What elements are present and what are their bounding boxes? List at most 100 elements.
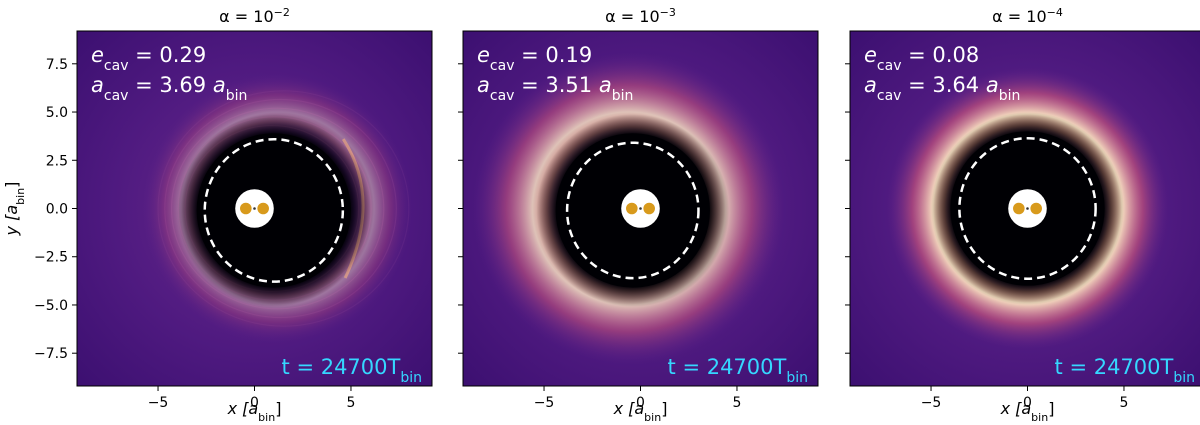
a-cav-value: = 3.64 <box>901 73 985 97</box>
a-cav-symbol: a <box>91 73 104 97</box>
x-bracket: ] <box>661 399 667 418</box>
cavity-fit-ellipse <box>203 137 345 283</box>
x-unit-sub: bin <box>644 411 661 422</box>
time-value: t = 24700T <box>282 355 401 379</box>
y-var: y [ <box>2 214 21 237</box>
a-cav-unit-sub: bin <box>612 88 634 104</box>
title-exponent: −4 <box>1047 6 1063 19</box>
star-primary <box>240 202 252 215</box>
star-secondary <box>1030 202 1042 215</box>
e-cav-sub: cav <box>490 58 515 74</box>
time-sub: bin <box>400 370 422 386</box>
title-exponent: −3 <box>660 6 676 19</box>
wave-ring <box>164 98 397 319</box>
a-cav-sub: cav <box>104 88 129 104</box>
a-cav-value: = 3.69 <box>128 73 212 97</box>
wave-ring <box>170 107 385 310</box>
x-bracket: ] <box>275 399 281 418</box>
a-cav-symbol: a <box>864 73 877 97</box>
x-tick-label: −5 <box>534 395 555 411</box>
x-tick-label: 0 <box>250 395 259 411</box>
plot-area <box>77 31 432 386</box>
y-unit: a <box>2 205 21 215</box>
y-tick-label: 7.5 <box>46 57 68 73</box>
e-cav-symbol: e <box>864 43 877 67</box>
plot-area <box>463 31 818 386</box>
e-cav-sub: cav <box>877 58 902 74</box>
panel-title: α = 10−4 <box>992 6 1063 27</box>
y-bracket: ] <box>2 182 21 188</box>
x-axis-label: x [abin] <box>1000 399 1055 421</box>
x-unit-sub: bin <box>258 411 275 422</box>
a-cav-annotation: acav = 3.64 abin <box>864 73 1020 104</box>
e-cav-sub: cav <box>104 58 129 74</box>
time-sub: bin <box>786 370 808 386</box>
x-tick-label: −5 <box>921 395 942 411</box>
center-of-mass <box>639 207 642 210</box>
a-cav-unit: a <box>213 73 226 97</box>
e-cav-annotation: ecav = 0.19 <box>477 43 592 74</box>
y-unit-sub: bin <box>14 188 27 205</box>
x-unit: a <box>1021 399 1031 418</box>
star-primary <box>1013 202 1025 215</box>
x-var: x [ <box>227 399 250 418</box>
x-unit: a <box>634 399 644 418</box>
cavity-fit-ellipse <box>565 141 700 280</box>
title-base: α = 10 <box>992 7 1046 26</box>
y-tick-label: 0.0 <box>46 202 68 218</box>
star-secondary <box>643 202 655 215</box>
y-tick-label: 2.5 <box>46 153 68 169</box>
e-cav-annotation: ecav = 0.08 <box>864 43 979 74</box>
panel-title: α = 10−3 <box>605 6 676 27</box>
a-cav-unit-sub: bin <box>999 88 1021 104</box>
x-var: x [ <box>613 399 636 418</box>
panel-title: α = 10−2 <box>219 6 290 27</box>
star-secondary <box>257 202 269 215</box>
a-cav-annotation: acav = 3.69 abin <box>91 73 247 104</box>
title-base: α = 10 <box>219 7 273 26</box>
time-annotation: t = 24700Tbin <box>668 355 808 386</box>
e-cav-value: = 0.29 <box>128 43 206 67</box>
x-tick-label: 5 <box>733 395 742 411</box>
x-unit: a <box>248 399 258 418</box>
wave-ring <box>157 90 410 327</box>
x-axis-label: x [abin] <box>613 399 668 421</box>
x-tick-label: −5 <box>148 395 169 411</box>
center-of-mass <box>1026 207 1029 210</box>
a-cav-sub: cav <box>877 88 902 104</box>
a-cav-unit-sub: bin <box>226 88 248 104</box>
a-cav-unit: a <box>986 73 999 97</box>
plot-area <box>850 31 1200 386</box>
panel-1: −5 0 57.55.02.50.0−2.5−5.0−7.5α = 10−2x [a… <box>2 6 433 424</box>
y-tick-label: −5.0 <box>34 298 68 314</box>
cavity-fit-ellipse <box>958 137 1097 280</box>
x-tick-label: 5 <box>347 395 356 411</box>
x-tick-label: 0 <box>1023 395 1032 411</box>
title-base: α = 10 <box>605 7 659 26</box>
x-tick-label: 0 <box>636 395 645 411</box>
star-primary <box>626 202 638 215</box>
time-value: t = 24700T <box>668 355 787 379</box>
y-axis-label: y [abin] <box>2 182 27 237</box>
a-cav-sub: cav <box>490 88 515 104</box>
x-axis-label: x [abin] <box>227 399 282 421</box>
title-exponent: −2 <box>274 6 290 19</box>
x-var: x [ <box>1000 399 1023 418</box>
a-cav-value: = 3.51 <box>514 73 598 97</box>
e-cav-annotation: ecav = 0.29 <box>91 43 206 74</box>
a-cav-symbol: a <box>477 73 490 97</box>
e-cav-symbol: e <box>477 43 490 67</box>
time-annotation: t = 24700Tbin <box>282 355 422 386</box>
cavity-edge <box>177 113 371 307</box>
y-tick-label: 5.0 <box>46 105 68 121</box>
time-sub: bin <box>1173 370 1195 386</box>
time-annotation: t = 24700Tbin <box>1055 355 1195 386</box>
a-cav-unit: a <box>599 73 612 97</box>
y-tick-label: −7.5 <box>34 346 68 362</box>
x-bracket: ] <box>1048 399 1054 418</box>
time-value: t = 24700T <box>1055 355 1174 379</box>
e-cav-value: = 0.08 <box>901 43 979 67</box>
a-cav-annotation: acav = 3.51 abin <box>477 73 633 104</box>
